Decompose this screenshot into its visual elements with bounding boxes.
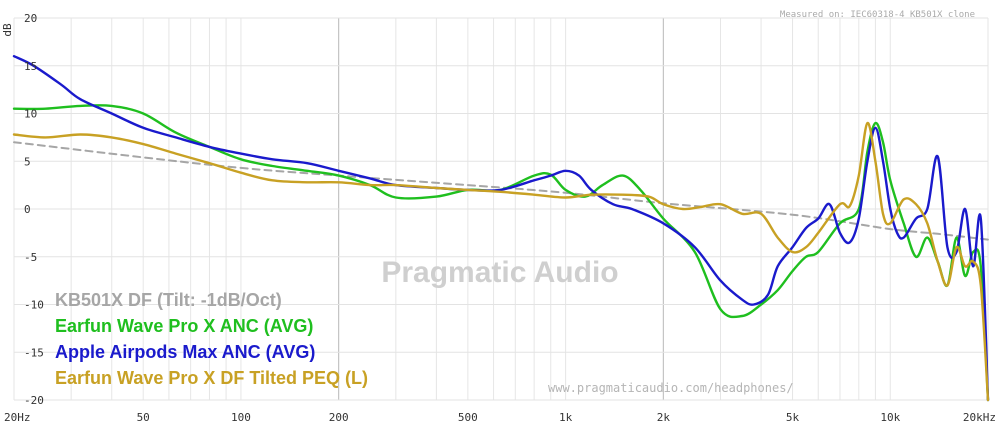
y-tick-label: 20 (24, 12, 37, 25)
x-tick-label: 10k (880, 411, 900, 424)
y-tick-label: 10 (24, 108, 37, 121)
y-tick-label: -15 (24, 346, 44, 359)
y-tick-label: -5 (24, 251, 37, 264)
series-line-2 (12, 55, 990, 402)
measurement-note: Measured on: IEC60318-4 KB501X clone (780, 10, 975, 20)
legend-entry-1: Earfun Wave Pro X ANC (AVG) (55, 316, 313, 336)
x-tick-label: 50 (137, 411, 150, 424)
x-tick-label: 2k (657, 411, 671, 424)
watermark-text: Pragmatic Audio (381, 256, 618, 289)
url-text: www.pragmaticaudio.com/headphones/ (548, 381, 794, 395)
y-tick-label: -10 (24, 299, 44, 312)
y-tick-label: 15 (24, 60, 37, 73)
x-tick-label: 1k (559, 411, 573, 424)
legend: KB501X DF (Tilt: -1dB/Oct) Earfun Wave Pr… (55, 290, 368, 388)
legend-entry-0: KB501X DF (Tilt: -1dB/Oct) (55, 290, 282, 310)
x-tick-label: 20kHz (963, 411, 996, 424)
x-tick-label: 500 (458, 411, 478, 424)
y-axis-label: dB (1, 23, 14, 37)
x-tick-label: 5k (786, 411, 800, 424)
series-group (12, 55, 990, 402)
series-line-0 (13, 141, 989, 241)
x-tick-label: 100 (231, 411, 251, 424)
y-tick-label: 5 (24, 155, 31, 168)
x-tick-label: 20Hz (4, 411, 31, 424)
series-line-3 (12, 121, 990, 402)
series-line-1 (12, 103, 990, 402)
y-tick-label: -20 (24, 394, 44, 407)
legend-entry-2: Apple Airpods Max ANC (AVG) (55, 342, 315, 362)
axes: 20Hz 50 100 200 500 1k 2k 5k 10k 20kHz20151050-5-… (1, 12, 996, 424)
x-tick-label: 200 (329, 411, 349, 424)
y-tick-label: 0 (24, 203, 31, 216)
legend-entry-3: Earfun Wave Pro X DF Tilted PEQ (L) (55, 368, 368, 388)
